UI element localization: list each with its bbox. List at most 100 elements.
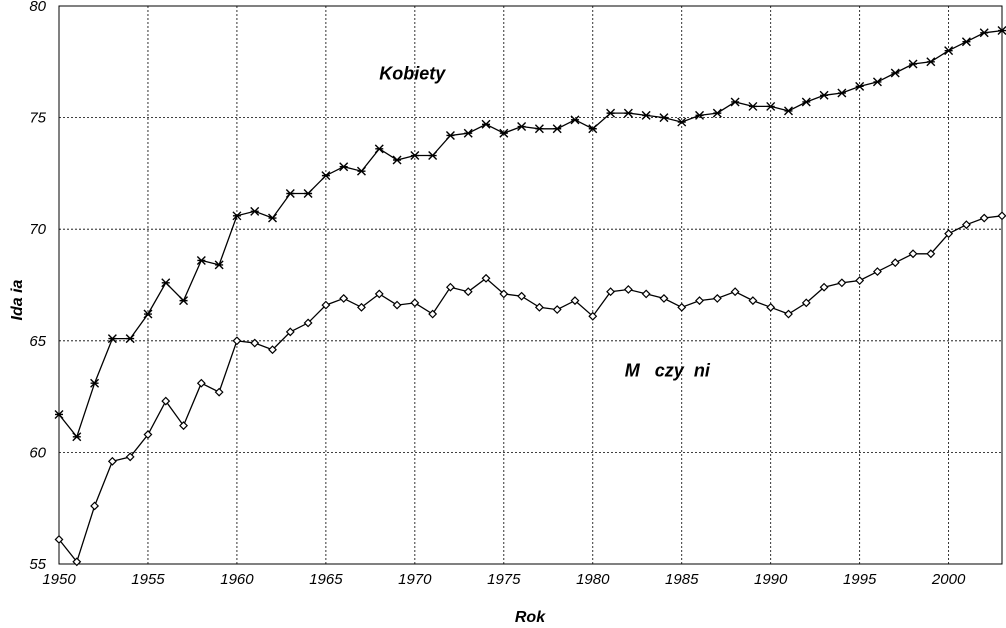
- x-tick-label: 1995: [843, 571, 877, 588]
- data-point: [463, 128, 473, 138]
- data-point: [285, 327, 295, 337]
- data-point: [659, 113, 669, 123]
- data-point: [784, 309, 793, 319]
- data-point: [517, 122, 527, 132]
- data-point: [374, 289, 384, 299]
- data-point: [730, 97, 740, 107]
- x-tick-label: 2000: [931, 571, 966, 588]
- data-point: [72, 432, 82, 442]
- data-point: [588, 124, 598, 134]
- data-point: [285, 188, 295, 198]
- data-point: [357, 302, 366, 312]
- x-tick-label: 1965: [309, 571, 343, 588]
- x-tick-label: 1960: [220, 571, 254, 588]
- data-point: [855, 276, 865, 285]
- data-point: [872, 77, 882, 87]
- x-tick-label: 1970: [398, 571, 432, 588]
- data-point: [339, 293, 349, 303]
- data-point: [944, 229, 954, 239]
- data-point: [428, 151, 438, 161]
- data-point: [837, 88, 847, 98]
- data-point: [107, 334, 117, 344]
- data-point: [214, 260, 224, 270]
- x-tick-label: 1980: [576, 571, 610, 588]
- grid-layer: [59, 6, 1002, 564]
- annotation-layer: Kobiety M czy ni: [379, 64, 711, 381]
- data-point: [623, 285, 633, 294]
- data-point: [552, 305, 562, 315]
- data-point: [90, 501, 100, 511]
- data-point: [695, 296, 704, 306]
- data-point: [499, 289, 509, 299]
- series-2: [54, 211, 1006, 567]
- data-point: [321, 171, 331, 181]
- data-point: [534, 302, 544, 312]
- data-point: [712, 293, 722, 303]
- data-point: [374, 144, 384, 154]
- data-point: [534, 124, 544, 134]
- data-point: [445, 130, 455, 140]
- series-line: [58, 29, 1003, 439]
- data-point: [179, 296, 189, 306]
- data-point: [552, 124, 562, 134]
- data-point: [766, 302, 776, 312]
- data-point: [107, 456, 117, 466]
- data-point: [143, 309, 153, 319]
- data-point: [125, 452, 135, 462]
- data-point: [410, 151, 420, 161]
- data-point: [641, 289, 651, 299]
- x-tick-label: 1985: [665, 571, 699, 588]
- data-point: [463, 287, 473, 297]
- data-point: [890, 68, 900, 78]
- data-point: [499, 128, 509, 138]
- data-point: [659, 293, 669, 303]
- data-point: [606, 287, 616, 297]
- series-annotation: Kobiety: [379, 64, 446, 84]
- y-tick-label: 65: [29, 333, 46, 350]
- data-point: [979, 28, 989, 38]
- data-point: [232, 211, 242, 221]
- data-point: [926, 57, 936, 67]
- data-point: [196, 255, 206, 265]
- data-point: [908, 249, 918, 259]
- data-point: [410, 298, 420, 308]
- series-layer: [54, 26, 1006, 567]
- y-tick-label: 60: [29, 444, 46, 461]
- series-annotation: M czy ni: [625, 361, 711, 381]
- data-point: [196, 378, 206, 388]
- data-point: [748, 101, 758, 111]
- data-point: [481, 119, 491, 129]
- data-point: [161, 278, 171, 288]
- data-point: [232, 336, 242, 346]
- data-point: [766, 101, 776, 111]
- data-point: [250, 338, 260, 348]
- y-tick-label: 70: [29, 221, 46, 238]
- x-axis-label: Rok: [515, 609, 546, 626]
- data-point: [801, 97, 811, 107]
- data-point: [908, 59, 918, 69]
- data-point: [979, 213, 989, 223]
- data-point: [730, 287, 740, 297]
- data-point: [873, 267, 882, 277]
- series-line: [58, 215, 1003, 564]
- data-point: [321, 300, 331, 310]
- data-point: [54, 409, 64, 419]
- data-point: [588, 311, 598, 321]
- data-point: [695, 110, 705, 120]
- data-point: [517, 291, 527, 301]
- data-point: [481, 273, 491, 283]
- data-point: [961, 220, 971, 230]
- data-point: [783, 106, 793, 116]
- x-tick-label: 1990: [754, 571, 788, 588]
- data-point: [890, 258, 900, 268]
- series-1: [54, 26, 1006, 442]
- data-point: [90, 378, 100, 388]
- data-point: [214, 387, 224, 397]
- data-point: [445, 282, 455, 292]
- y-tick-label: 75: [29, 110, 46, 127]
- data-point: [125, 334, 135, 344]
- data-point: [837, 278, 847, 288]
- data-point: [677, 117, 687, 127]
- x-tick-label: 1955: [131, 571, 165, 588]
